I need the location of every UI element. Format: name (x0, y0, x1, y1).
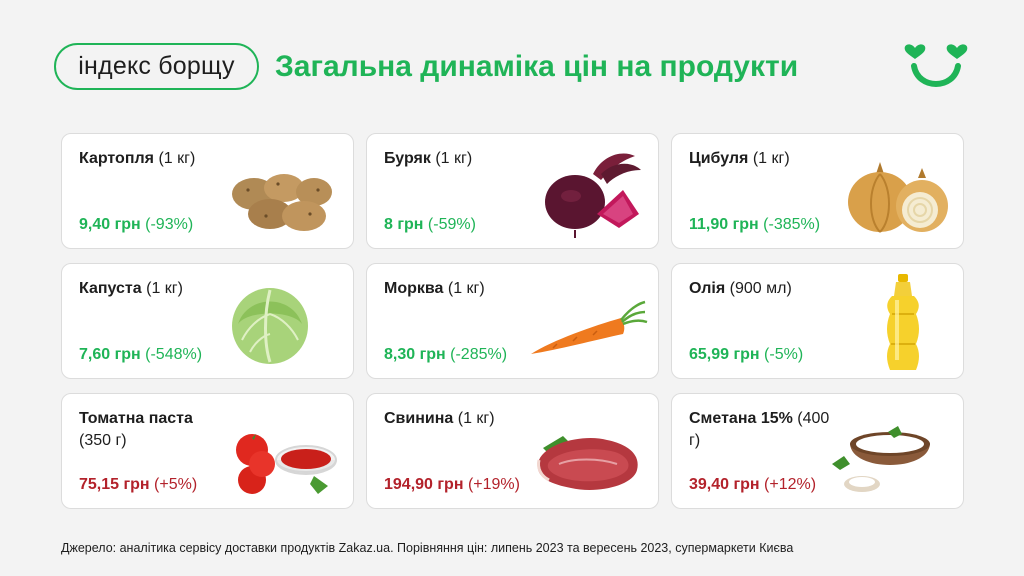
product-title: Морква (384, 280, 444, 297)
product-name: Картопля (1 кг) (79, 148, 229, 170)
product-title: Сметана 15% (689, 410, 793, 427)
product-name: Морква (1 кг) (384, 278, 534, 300)
price-value: 11,90 грн (689, 216, 759, 233)
product-title: Олія (689, 280, 726, 297)
product-unit: (1 кг) (158, 150, 196, 167)
price-value: 194,90 грн (384, 476, 464, 493)
tomato-paste-icon (236, 434, 337, 494)
price-value: 8,30 грн (384, 346, 446, 363)
page-title: Загальна динаміка цін на продукти (275, 50, 799, 83)
product-unit: (1 кг) (435, 150, 473, 167)
product-price: 9,40 грн (-93%) (79, 215, 193, 235)
price-change: (+5%) (154, 476, 198, 493)
price-value: 75,15 грн (79, 476, 150, 493)
product-unit: (350 г) (79, 432, 127, 449)
product-name: Сметана 15% (400 г) (689, 408, 839, 452)
brand-logo-text: індекс борщу (78, 52, 235, 80)
product-price: 11,90 грн (-385%) (689, 215, 820, 235)
product-grid: Картопля (1 кг) 9,40 грн (-93%) Буряк (1… (61, 133, 964, 509)
product-price: 75,15 грн (+5%) (79, 475, 197, 495)
product-card-beet: Буряк (1 кг) 8 грн (-59%) (366, 133, 659, 249)
potato-icon (232, 174, 332, 231)
product-title: Капуста (79, 280, 142, 297)
product-card-tomato-paste: Томатна паста (350 г) 75,15 грн (+5%) (61, 393, 354, 509)
product-name: Капуста (1 кг) (79, 278, 229, 300)
product-unit: (1 кг) (752, 150, 790, 167)
product-name: Олія (900 мл) (689, 278, 839, 300)
price-change: (-59%) (427, 216, 476, 233)
product-unit: (400 г) (689, 410, 830, 449)
onion-icon (848, 162, 948, 233)
beet-icon (545, 153, 641, 238)
price-value: 8 грн (384, 216, 424, 233)
price-change: (-93%) (145, 216, 194, 233)
product-title: Буряк (384, 150, 431, 167)
product-unit: (1 кг) (457, 410, 495, 427)
oil-bottle-icon (887, 274, 919, 370)
product-price: 65,99 грн (-5%) (689, 345, 803, 365)
product-card-sour-cream: Сметана 15% (400 г) 39,40 грн (+12%) (671, 393, 964, 509)
source-note: Джерело: аналітика сервісу доставки прод… (61, 541, 794, 555)
price-value: 39,40 грн (689, 476, 760, 493)
price-value: 7,60 грн (79, 346, 141, 363)
price-change: (-285%) (450, 346, 508, 363)
sour-cream-icon (832, 426, 930, 492)
price-value: 9,40 грн (79, 216, 141, 233)
brand-logo: індекс борщу (54, 43, 259, 90)
pork-icon (537, 436, 638, 490)
product-name: Буряк (1 кг) (384, 148, 534, 170)
product-card-potato: Картопля (1 кг) 9,40 грн (-93%) (61, 133, 354, 249)
carrot-icon (531, 300, 648, 354)
product-title: Картопля (79, 150, 154, 167)
product-card-cabbage: Капуста (1 кг) 7,60 грн (-548%) (61, 263, 354, 379)
smiley-hearts-icon (904, 44, 968, 87)
product-name: Свинина (1 кг) (384, 408, 534, 430)
product-title: Томатна паста (79, 410, 193, 427)
price-change: (+19%) (467, 476, 520, 493)
product-title: Свинина (384, 410, 454, 427)
price-change: (+12%) (764, 476, 817, 493)
product-price: 8,30 грн (-285%) (384, 345, 507, 365)
price-change: (-548%) (145, 346, 203, 363)
product-price: 194,90 грн (+19%) (384, 475, 520, 495)
price-change: (-5%) (764, 346, 804, 363)
product-title: Цибуля (689, 150, 749, 167)
product-unit: (1 кг) (146, 280, 183, 297)
product-price: 39,40 грн (+12%) (689, 475, 816, 495)
product-card-pork: Свинина (1 кг) 194,90 грн (+19%) (366, 393, 659, 509)
product-price: 8 грн (-59%) (384, 215, 476, 235)
cabbage-icon (232, 288, 308, 364)
product-price: 7,60 грн (-548%) (79, 345, 202, 365)
price-change: (-385%) (763, 216, 821, 233)
product-name: Цибуля (1 кг) (689, 148, 839, 170)
product-unit: (900 мл) (729, 280, 792, 297)
product-unit: (1 кг) (447, 280, 485, 297)
product-name: Томатна паста (350 г) (79, 408, 229, 452)
product-card-onion: Цибуля (1 кг) 11,90 грн (-385%) (671, 133, 964, 249)
price-value: 65,99 грн (689, 346, 760, 363)
product-card-carrot: Морква (1 кг) 8,30 грн (-285%) (366, 263, 659, 379)
product-card-oil: Олія (900 мл) 65,99 грн (-5%) (671, 263, 964, 379)
